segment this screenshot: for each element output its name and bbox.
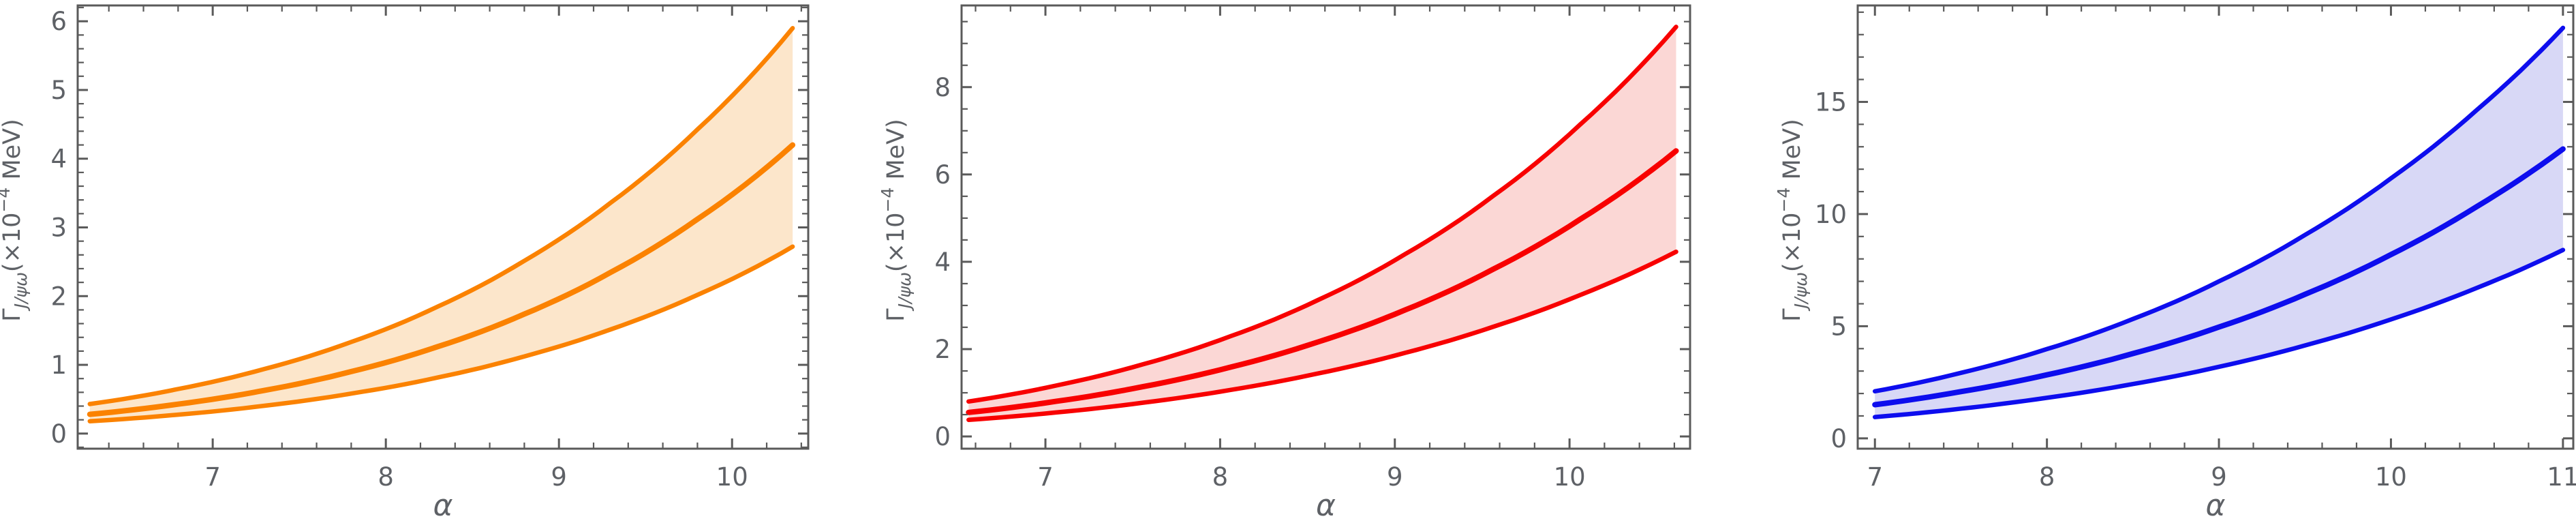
ticks-group xyxy=(962,5,1690,449)
y-tick-label: 6 xyxy=(50,7,67,36)
y-tick-label: 4 xyxy=(50,145,67,174)
y-axis-label-part: −4 xyxy=(0,188,14,213)
x-tick-label: 10 xyxy=(1554,462,1586,492)
y-tick-label: 8 xyxy=(934,73,951,102)
y-axis-label-part: −4 xyxy=(878,188,898,213)
x-tick-label: 8 xyxy=(1212,462,1229,492)
curve-upper xyxy=(966,25,1678,404)
curve-lower xyxy=(1872,248,2566,419)
plot-red-panel: 7 8 9 10 0 2 4 6 8 α ΓJ/ψω(×10−4 MeV) xyxy=(878,4,1691,523)
x-tick-label: 10 xyxy=(716,462,748,492)
x-tick-label: 9 xyxy=(551,462,567,492)
curve-upper xyxy=(1872,25,2566,394)
plot-panel-blue: 7 8 9 10 11 0 5 10 15 α ΓJ/ψω(×10−4 MeV) xyxy=(1717,0,2576,523)
x-tick-label: 7 xyxy=(204,462,221,492)
x-tick-label: 11 xyxy=(2547,462,2576,492)
y-axis-label-part: MeV) xyxy=(883,119,910,187)
y-tick-label: 5 xyxy=(1830,312,1847,341)
y-tick-label: 3 xyxy=(50,213,67,243)
x-tick-label: 7 xyxy=(1037,462,1054,492)
y-tick-label: 1 xyxy=(50,350,67,380)
curve-central xyxy=(966,148,1679,415)
x-axis-label: α xyxy=(1316,488,1336,523)
y-axis-label-part: MeV) xyxy=(1779,119,1806,187)
ticks-group xyxy=(1858,5,2573,449)
uncertainty-band xyxy=(1875,27,2563,417)
ticks-group xyxy=(78,5,808,449)
uncertainty-band xyxy=(89,28,793,421)
curve-central xyxy=(1872,146,2566,408)
y-axis-label-part: (×10 xyxy=(1779,213,1806,273)
plot-panel-red: 7 8 9 10 0 2 4 6 8 α ΓJ/ψω(×10−4 MeV) xyxy=(859,0,1717,523)
x-tick-label: 8 xyxy=(378,462,394,492)
y-axis-label-part: Γ xyxy=(1779,308,1806,322)
x-axis-label: α xyxy=(433,488,453,523)
y-axis-label: ΓJ/ψω(×10−4 MeV) xyxy=(0,119,31,322)
plot-panel-orange: 7 8 9 10 0 1 2 3 4 5 6 α ΓJ/ψω(×10−4 MeV) xyxy=(0,0,859,523)
curve-upper xyxy=(87,26,795,406)
y-axis-label-part: J/ψω xyxy=(11,272,31,312)
curve-lower xyxy=(87,244,795,423)
y-tick-label: 5 xyxy=(50,76,67,105)
x-tick-label: 9 xyxy=(1387,462,1403,492)
y-tick-label: 2 xyxy=(50,282,67,311)
y-axis-label-part: J/ψω xyxy=(1791,272,1811,312)
y-tick-label: 4 xyxy=(934,248,951,277)
x-tick-label: 10 xyxy=(2375,462,2407,492)
plot-orange-panel: 7 8 9 10 0 1 2 3 4 5 6 α ΓJ/ψω(×10−4 MeV) xyxy=(0,4,810,523)
y-axis-label-part: (×10 xyxy=(0,213,26,273)
y-axis-label-part: −4 xyxy=(1774,188,1794,213)
plot-blue-panel: 7 8 9 10 11 0 5 10 15 α ΓJ/ψω(×10−4 MeV) xyxy=(1774,4,2576,523)
curve-lower xyxy=(966,249,1678,422)
y-axis-label-part: (×10 xyxy=(883,213,910,273)
curve-central xyxy=(87,142,796,417)
y-tick-label: 2 xyxy=(934,335,951,364)
plot-frame xyxy=(1856,4,2575,450)
y-tick-label: 6 xyxy=(934,160,951,190)
x-tick-label: 9 xyxy=(2211,462,2227,492)
y-tick-label: 15 xyxy=(1815,87,1847,117)
y-axis-label: ΓJ/ψω(×10−4 MeV) xyxy=(1774,119,1811,322)
y-tick-label: 10 xyxy=(1815,200,1847,229)
y-axis-label: ΓJ/ψω(×10−4 MeV) xyxy=(878,119,915,322)
y-axis-label-part: Γ xyxy=(0,308,26,322)
y-axis-label-part: J/ψω xyxy=(895,272,915,312)
x-axis-label: α xyxy=(2205,488,2225,523)
uncertainty-band xyxy=(968,27,1676,420)
x-tick-label: 8 xyxy=(2039,462,2055,492)
y-axis-label-part: MeV) xyxy=(0,119,26,187)
plot-frame xyxy=(960,4,1691,450)
y-axis-label-part: Γ xyxy=(883,308,910,322)
y-tick-label: 0 xyxy=(50,419,67,449)
y-tick-label: 0 xyxy=(934,422,951,451)
x-tick-label: 7 xyxy=(1867,462,1883,492)
y-tick-label: 0 xyxy=(1830,424,1847,453)
